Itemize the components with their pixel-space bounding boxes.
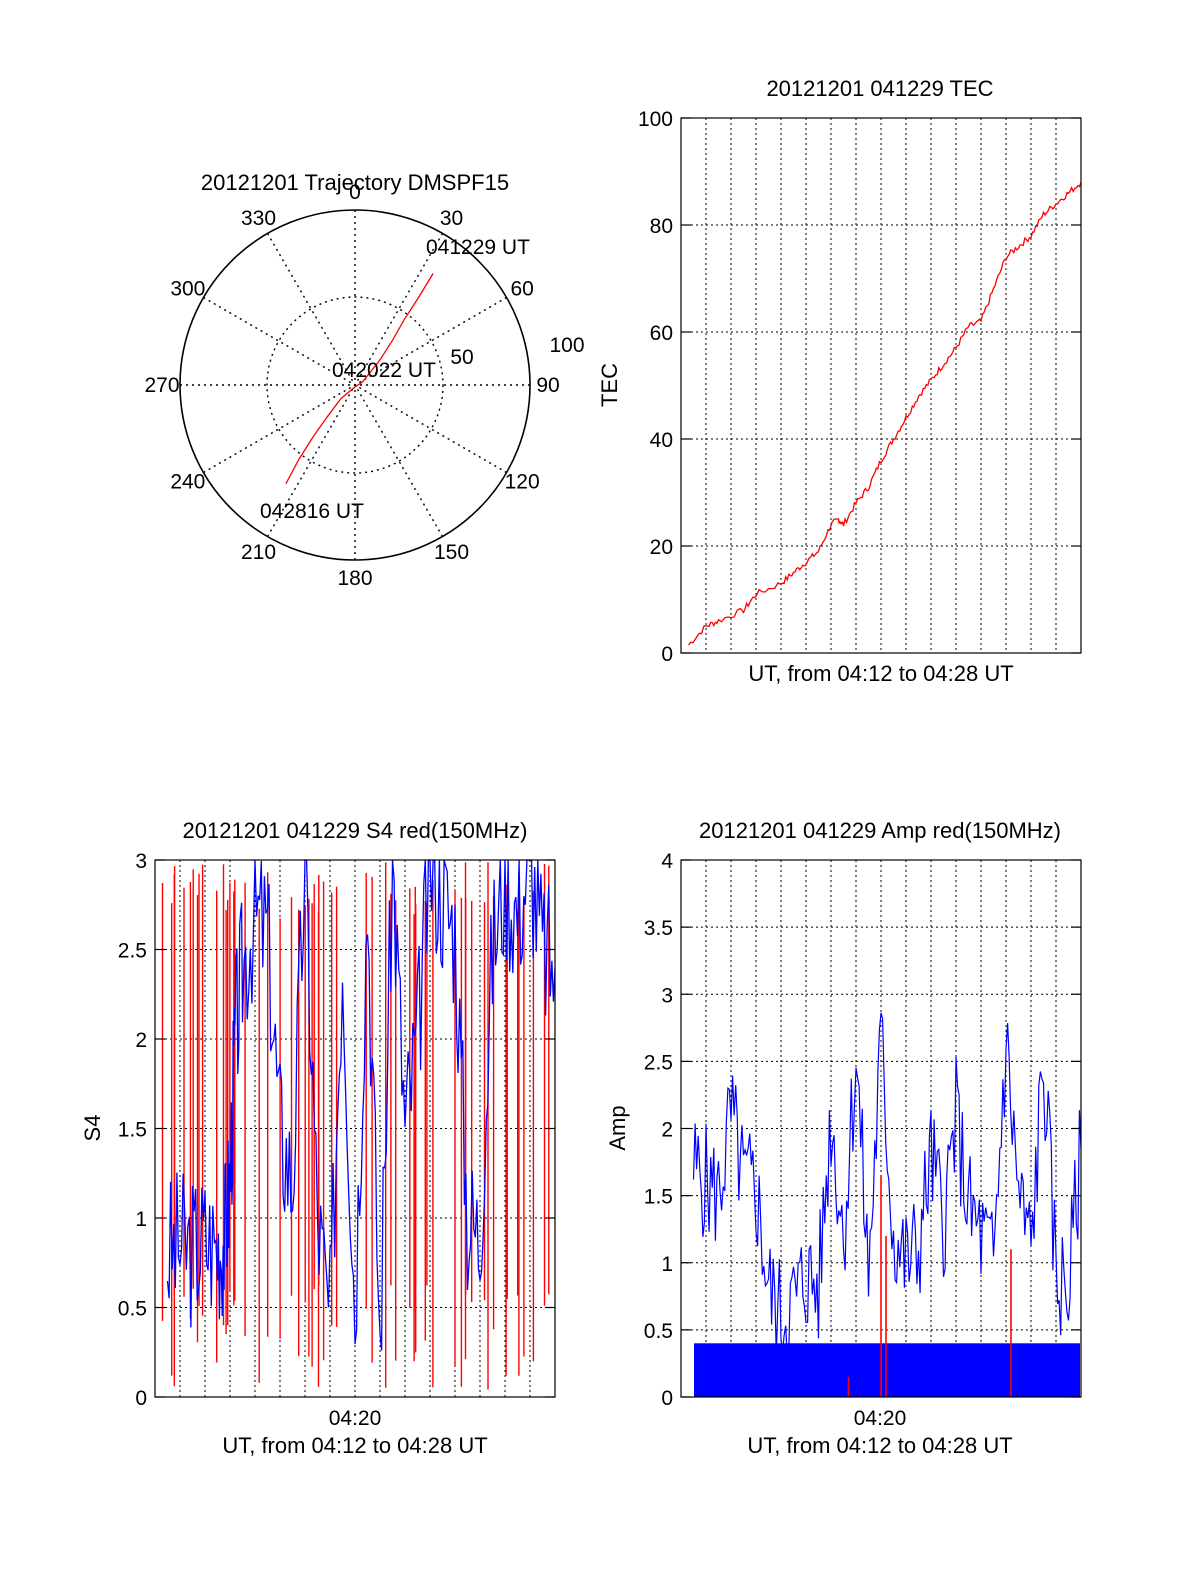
- tec-ytick-label: 100: [638, 108, 673, 131]
- angle-label-30: 30: [440, 207, 463, 230]
- tec-y-ticks: 0 20 40 60 80 100: [638, 108, 1081, 666]
- tec-grid: [681, 117, 1081, 654]
- s4-title: 20121201 041229 S4 red(150MHz): [183, 818, 528, 843]
- amp-title: 20121201 041229 Amp red(150MHz): [699, 818, 1061, 843]
- s4-ytick-label: 1: [135, 1208, 147, 1231]
- amp-ytick-label: 1: [661, 1253, 673, 1276]
- tec-ylabel: TEC: [597, 363, 622, 407]
- tec-series-line: [687, 181, 1082, 646]
- tec-ytick-label: 60: [650, 322, 673, 345]
- amp-ytick-label: 4: [661, 850, 673, 873]
- polar-angle-labels: 0 30 60 90 120 150 180 210 240 270 300 330: [144, 181, 559, 590]
- amp-panel: 20121201 041229 Amp red(150MHz) 0 0.5 1 1.5…: [605, 818, 1082, 1458]
- s4-frame: [154, 859, 556, 1398]
- amp-frame: [680, 859, 1082, 1398]
- tec-ytick-label: 20: [650, 536, 673, 559]
- trajectory-track: [285, 273, 434, 485]
- tec-xlabel: UT, from 04:12 to 04:28 UT: [748, 661, 1013, 686]
- s4-y-ticks: 0 0.5 1 1.5 2 2.5 3: [118, 850, 555, 1410]
- angle-label-180: 180: [337, 567, 372, 590]
- angle-label-120: 120: [505, 471, 540, 494]
- s4-ytick-label: 0.5: [118, 1298, 147, 1321]
- amp-ylabel: Amp: [605, 1105, 630, 1150]
- s4-ytick-label: 2: [135, 1029, 147, 1052]
- s4-ytick-label: 0: [135, 1387, 147, 1410]
- amp-red-spikes: [847, 1175, 1012, 1397]
- trajectory-panel: 20121201 Trajectory DMSPF15 0 30 60 90 120 15…: [144, 170, 584, 590]
- annotation-mid: 042022 UT: [332, 359, 436, 382]
- amp-ytick-label: 3: [661, 984, 673, 1007]
- s4-ytick-label: 1.5: [118, 1119, 147, 1142]
- s4-red-spikes: [161, 862, 550, 1390]
- tec-ytick-label: 40: [650, 429, 673, 452]
- tec-title: 20121201 041229 TEC: [766, 76, 993, 101]
- polar-spoke-150: [266, 233, 444, 537]
- amp-ytick-label: 3.5: [644, 917, 673, 940]
- s4-blue-series-line: [166, 859, 556, 1351]
- annotation-start: 041229 UT: [426, 236, 530, 259]
- amp-ytick-label: 2: [661, 1119, 673, 1142]
- s4-xtick-0420: 04:20: [329, 1407, 382, 1430]
- polar-inner-circle: [266, 296, 444, 474]
- angle-label-300: 300: [170, 278, 205, 301]
- polar-spokes: [180, 210, 530, 560]
- angle-label-90: 90: [536, 374, 559, 397]
- trajectory-title: 20121201 Trajectory DMSPF15: [201, 170, 509, 195]
- angle-label-0: 0: [349, 181, 361, 204]
- angle-label-210: 210: [241, 541, 276, 564]
- tec-panel: 20121201 041229 TEC 0 20 40 60 80 100 UT, fro…: [597, 76, 1082, 686]
- radial-tick-50: 50: [450, 346, 473, 369]
- angle-label-270: 270: [144, 374, 179, 397]
- tec-ytick-label: 80: [650, 215, 673, 238]
- tec-frame: [680, 117, 1082, 654]
- s4-panel: 20121201 041229 S4 red(150MHz) 0 0.5 1 1.5 2…: [80, 818, 556, 1458]
- s4-ytick-label: 3: [135, 850, 147, 873]
- s4-ytick-label: 2.5: [118, 940, 147, 963]
- s4-ylabel: S4: [80, 1115, 105, 1142]
- amp-blue-fill: [694, 1343, 1080, 1397]
- angle-label-150: 150: [434, 541, 469, 564]
- radial-tick-100: 100: [549, 334, 584, 357]
- angle-label-330: 330: [241, 207, 276, 230]
- amp-ytick-label: 2.5: [644, 1051, 673, 1074]
- amp-ytick-label: 0.5: [644, 1320, 673, 1343]
- amp-ytick-label: 0: [661, 1387, 673, 1410]
- amp-ytick-label: 1.5: [644, 1186, 673, 1209]
- annotation-end: 042816 UT: [260, 500, 364, 523]
- angle-label-240: 240: [170, 471, 205, 494]
- s4-xlabel: UT, from 04:12 to 04:28 UT: [222, 1433, 487, 1458]
- amp-blue-series-line: [692, 1012, 1082, 1360]
- amp-xtick-0420: 04:20: [854, 1407, 907, 1430]
- angle-label-60: 60: [510, 278, 533, 301]
- amp-xlabel: UT, from 04:12 to 04:28 UT: [747, 1433, 1012, 1458]
- tec-ytick-label: 0: [661, 643, 673, 666]
